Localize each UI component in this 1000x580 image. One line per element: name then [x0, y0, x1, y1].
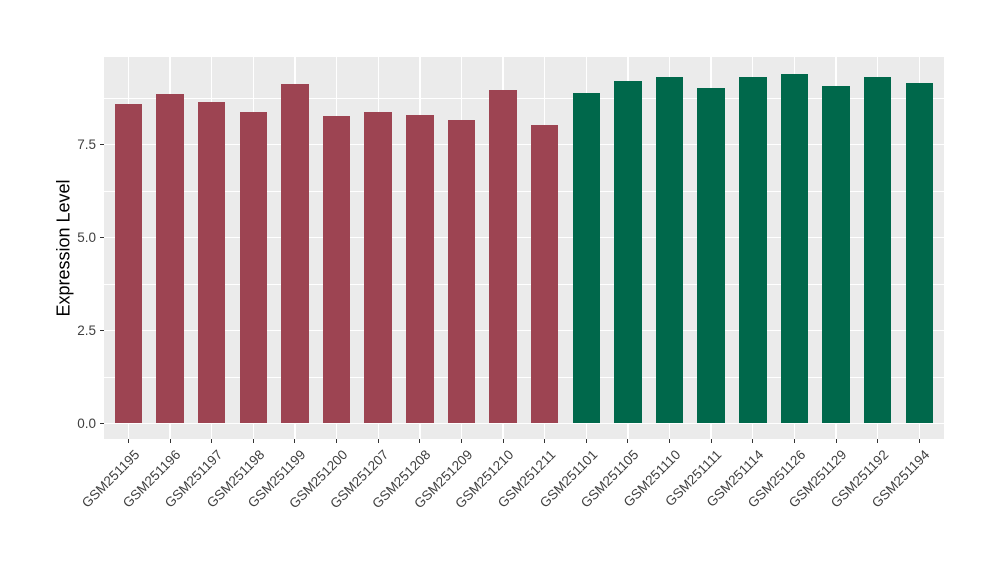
bar-GSM251199 — [281, 83, 309, 424]
x-tick-mark — [336, 438, 338, 443]
y-tick-label: 5.0 — [77, 229, 96, 245]
bar-GSM251114 — [739, 77, 767, 424]
x-tick-mark — [169, 438, 171, 443]
bar-GSM251197 — [197, 101, 226, 424]
y-tick-label: 7.5 — [77, 136, 96, 152]
major-gridline — [103, 422, 944, 425]
plot-panel — [103, 57, 944, 439]
bar-GSM251111 — [697, 88, 725, 424]
bar-GSM251192 — [863, 77, 892, 424]
x-tick-mark — [211, 438, 213, 443]
x-tick-mark — [460, 438, 462, 443]
bar-GSM251208 — [406, 115, 434, 424]
bar-GSM251195 — [114, 103, 143, 424]
x-tick-mark — [793, 438, 795, 443]
bar-GSM251126 — [780, 73, 809, 424]
x-tick-mark — [377, 438, 379, 443]
bar-GSM251198 — [239, 112, 268, 424]
major-gridline — [103, 329, 944, 332]
minor-gridline — [103, 283, 944, 285]
y-tick-mark — [99, 423, 104, 424]
bar-GSM251110 — [655, 77, 684, 424]
bar-GSM251101 — [572, 93, 601, 424]
bar-GSM251129 — [822, 85, 850, 424]
bar-GSM251207 — [364, 112, 392, 424]
major-gridline — [103, 236, 944, 239]
bar-GSM251200 — [322, 115, 351, 424]
x-tick-mark — [669, 438, 671, 443]
y-tick-mark — [99, 237, 104, 238]
bar-GSM251196 — [156, 93, 184, 424]
bar-GSM251105 — [614, 80, 642, 424]
x-tick-mark — [835, 438, 837, 443]
x-tick-mark — [544, 438, 546, 443]
x-tick-mark — [502, 438, 504, 443]
y-tick-mark — [99, 330, 104, 331]
x-tick-mark — [128, 438, 129, 443]
x-tick-mark — [419, 438, 421, 443]
minor-gridline — [103, 97, 944, 99]
major-gridline — [103, 143, 944, 146]
x-tick-mark — [627, 438, 629, 443]
bar-GSM251211 — [530, 125, 559, 424]
minor-gridline — [103, 376, 944, 378]
y-tick-label: 0.0 — [77, 415, 96, 431]
x-tick-mark — [877, 438, 879, 443]
x-tick-mark — [585, 438, 587, 443]
x-tick-mark — [710, 438, 712, 443]
x-tick-mark — [752, 438, 754, 443]
x-tick-mark — [252, 438, 254, 443]
y-tick-label: 2.5 — [77, 322, 96, 338]
y-tick-mark — [99, 144, 104, 145]
minor-gridline — [103, 190, 944, 192]
bar-GSM251194 — [905, 82, 934, 424]
x-tick-mark — [918, 438, 920, 443]
bar-GSM251209 — [447, 119, 476, 424]
y-axis-title: Expression Level — [53, 179, 74, 317]
bar-GSM251210 — [489, 90, 517, 424]
x-tick-mark — [294, 438, 296, 443]
